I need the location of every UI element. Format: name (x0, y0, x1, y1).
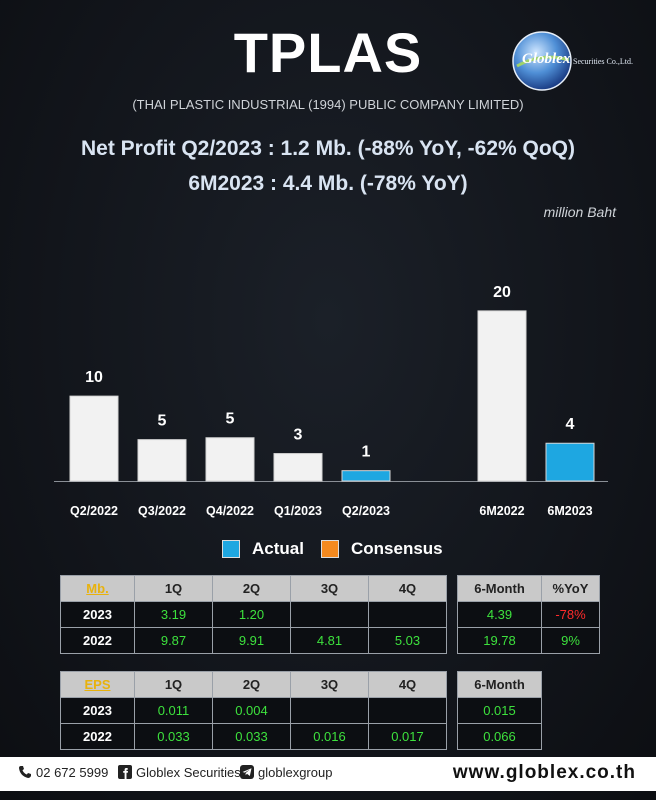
col-header-2q: 2Q (212, 671, 291, 698)
col-header-4q: 4Q (368, 575, 447, 602)
headline-6m: 6M2023 : 4.4 Mb. (-78% YoY) (188, 172, 468, 195)
table-cell: -78% (541, 601, 600, 628)
bar-6m2023 (545, 442, 595, 482)
table-cell: 0.066 (457, 723, 542, 750)
data-label: 1 (362, 444, 371, 461)
table-cell: 9.91 (212, 627, 291, 654)
data-label: 10 (85, 369, 103, 386)
data-label: 20 (493, 284, 511, 301)
net-profit-bar-chart: 10 Q2/2022 5 Q3/2022 5 Q4/2022 3 Q1/2023 1 Q2/202… (54, 284, 608, 518)
col-header-1q: 1Q (134, 671, 213, 698)
table-cell: 0.016 (290, 723, 369, 750)
table-row: 2023 0.011 0.004 (60, 697, 447, 724)
mb-unit-link[interactable]: Mb. (86, 581, 109, 596)
x-tick-label: Q4/2022 (206, 504, 254, 518)
row-year: 2023 (60, 697, 135, 724)
table-cell: 1.20 (212, 601, 291, 628)
footer-facebook[interactable]: Globlex Securities (136, 765, 241, 780)
table-row: 2022 9.87 9.91 4.81 5.03 (60, 627, 447, 654)
footer-telegram[interactable]: globlexgroup (258, 765, 333, 780)
table-row: 4.39 -78% (457, 601, 600, 628)
x-tick-label: 6M2022 (479, 504, 524, 518)
table-cell: 3.19 (134, 601, 213, 628)
table-cell: 0.015 (457, 697, 542, 724)
net-profit-6m-table: 6-Month %YoY 4.39 -78% 19.78 9% (457, 575, 600, 654)
row-year: 2022 (60, 627, 135, 654)
bar-q1-2023 (273, 453, 323, 482)
table-row: 0.015 (457, 697, 542, 724)
footer-phone[interactable]: 02 672 5999 (36, 765, 109, 780)
data-label: 5 (226, 411, 235, 428)
col-header-1q: 1Q (134, 575, 213, 602)
company-name: (THAI PLASTIC INDUSTRIAL (1994) PUBLIC C… (132, 97, 524, 112)
data-label: 4 (566, 416, 575, 433)
logo-subtext: Securities Co.,Ltd. (573, 57, 633, 66)
table-cell (290, 601, 369, 628)
row-year: 2023 (60, 601, 135, 628)
eps-6m-table: 6-Month 0.015 0.066 (457, 671, 542, 750)
net-profit-table: Mb. 1Q 2Q 3Q 4Q 2023 3.19 1.20 2022 9.87… (60, 575, 447, 654)
table-cell: 0.011 (134, 697, 213, 724)
x-tick-label: Q1/2023 (274, 504, 322, 518)
table-header-row: Mb. 1Q 2Q 3Q 4Q (60, 575, 447, 602)
eps-unit-link[interactable]: EPS (84, 677, 111, 692)
row-year: 2022 (60, 723, 135, 750)
legend-actual-swatch (222, 540, 240, 558)
facebook-icon (118, 765, 132, 779)
table-cell: 0.004 (212, 697, 291, 724)
footer-website[interactable]: www.globlex.co.th (452, 762, 636, 783)
col-header-4q: 4Q (368, 671, 447, 698)
x-tick-label: Q3/2022 (138, 504, 186, 518)
table-header-row: EPS 1Q 2Q 3Q 4Q (60, 671, 447, 698)
chart-legend: Actual Consensus (0, 538, 656, 562)
headline-quarter: Net Profit Q2/2023 : 1.2 Mb. (-88% YoY, … (80, 137, 576, 160)
table-row: 19.78 9% (457, 627, 600, 654)
x-tick-label: Q2/2022 (70, 504, 118, 518)
table-cell (368, 697, 447, 724)
globlex-logo: Globlex Securities Co.,Ltd. (512, 31, 633, 91)
bar-q4-2022 (205, 437, 255, 482)
phone-icon (19, 766, 31, 778)
bar-q3-2022 (137, 439, 187, 482)
table-cell (368, 601, 447, 628)
table-cell: 5.03 (368, 627, 447, 654)
col-header-2q: 2Q (212, 575, 291, 602)
table-cell: 4.39 (457, 601, 542, 628)
table-cell: 0.033 (212, 723, 291, 750)
table-cell (290, 697, 369, 724)
table-row: 2022 0.033 0.033 0.016 0.017 (60, 723, 447, 750)
table-cell: 9% (541, 627, 600, 654)
eps-table: EPS 1Q 2Q 3Q 4Q 2023 0.011 0.004 2022 0.… (60, 671, 447, 750)
table-cell: 9.87 (134, 627, 213, 654)
table-row: 2023 3.19 1.20 (60, 601, 447, 628)
bar-q2-2023 (341, 470, 391, 482)
telegram-icon (240, 765, 254, 779)
bar-q2-2022 (69, 395, 119, 482)
table-cell: 19.78 (457, 627, 542, 654)
logo-wordmark: Globlex (522, 51, 571, 67)
col-header-6month: 6-Month (457, 671, 542, 698)
unit-label: million Baht (543, 204, 616, 220)
table-cell: 0.017 (368, 723, 447, 750)
table-header-row: 6-Month (457, 671, 542, 698)
table-cell: 0.033 (134, 723, 213, 750)
col-header-yoy: %YoY (541, 575, 600, 602)
x-tick-label: Q2/2023 (342, 504, 390, 518)
data-label: 3 (294, 427, 303, 444)
ticker-title: TPLAS (233, 21, 423, 84)
table-header-row: 6-Month %YoY (457, 575, 600, 602)
col-header-3q: 3Q (290, 671, 369, 698)
table-cell: 4.81 (290, 627, 369, 654)
bar-6m2022 (477, 310, 527, 482)
legend-consensus-label: Consensus (351, 539, 443, 558)
col-header-6month: 6-Month (457, 575, 542, 602)
legend-actual-label: Actual (252, 539, 304, 558)
x-tick-label: 6M2023 (547, 504, 592, 518)
footer-bar: 02 672 5999 Globlex Securities globlexgr… (0, 757, 656, 791)
data-label: 5 (158, 413, 167, 430)
table-row: 0.066 (457, 723, 542, 750)
legend-consensus-swatch (321, 540, 339, 558)
col-header-3q: 3Q (290, 575, 369, 602)
